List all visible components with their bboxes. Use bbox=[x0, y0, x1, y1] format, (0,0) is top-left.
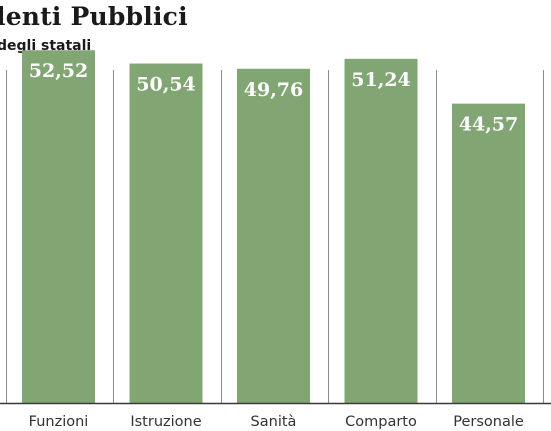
chart-subtitle: degli statali bbox=[0, 38, 92, 54]
bar-personale bbox=[452, 103, 525, 403]
chart-title: lenti Pubblici bbox=[0, 2, 188, 31]
bar-comparto bbox=[344, 58, 418, 403]
bar-funzioni bbox=[22, 50, 95, 404]
bar-value-label: 50,54 bbox=[136, 74, 196, 96]
bar-value-label: 51,24 bbox=[351, 69, 411, 91]
bar-sanit- bbox=[237, 68, 310, 404]
bar-value-label: 49,76 bbox=[244, 79, 304, 101]
category-label: Istruzione bbox=[130, 414, 201, 430]
bar-value-label: 52,52 bbox=[29, 60, 89, 82]
category-label: Sanità bbox=[251, 414, 297, 430]
category-label: Funzioni bbox=[29, 414, 89, 430]
category-label: Personale bbox=[453, 414, 524, 430]
category-label: Comparto bbox=[345, 414, 417, 430]
bar-value-label: 44,57 bbox=[459, 114, 519, 136]
bar-istruzione bbox=[129, 63, 203, 403]
